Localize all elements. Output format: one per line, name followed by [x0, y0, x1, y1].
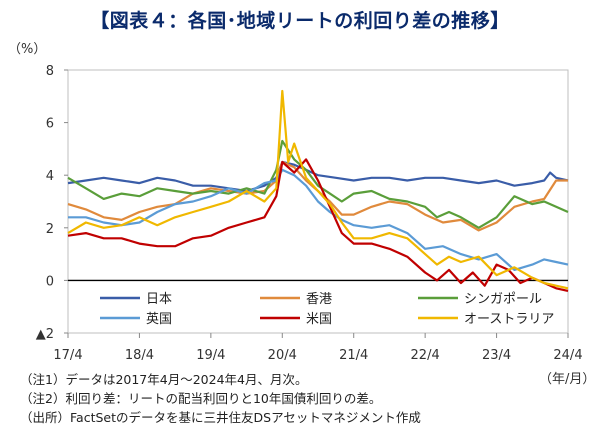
legend-label-2: 香港 — [306, 292, 332, 307]
series-line-4 — [68, 168, 569, 271]
y-tick-label: 6 — [46, 117, 54, 132]
x-tick-label: 20/4 — [268, 348, 297, 363]
y-tick-label: 8 — [46, 64, 54, 79]
legend-label-6: オーストラリア — [464, 312, 554, 327]
x-tick-label: 18/4 — [125, 348, 154, 363]
y-axis-unit: （%） — [8, 42, 47, 57]
note-1: （注1）データは2017年4月～2024年4月、月次。 — [20, 372, 308, 387]
note-2: （注2）利回り差：リートの配当利回りと10年国債利回りの差。 — [20, 391, 382, 406]
y-tick-label: 4 — [46, 169, 54, 184]
legend-label-1: 日本 — [146, 292, 172, 307]
x-tick-label: 23/4 — [482, 348, 511, 363]
legend-label-5: 米国 — [306, 312, 332, 327]
y-tick-label: 2 — [46, 222, 54, 237]
x-tick-label: 22/4 — [411, 348, 440, 363]
series-line-5 — [67, 158, 569, 292]
legend-label-3: シンガポール — [464, 292, 542, 307]
x-tick-label: 21/4 — [339, 348, 368, 363]
x-tick-label: 19/4 — [196, 348, 225, 363]
notes: （注1）データは2017年4月～2024年4月、月次。 （注2）利回り差：リート… — [20, 370, 421, 427]
y-tick-label: ▲2 — [36, 327, 54, 342]
plot-frame — [67, 69, 569, 334]
x-axis-unit: （年/月） — [539, 372, 596, 387]
note-source: （出所）FactSetのデータを基に三井住友DSアセットマネジメント作成 — [20, 410, 421, 425]
series-line-3 — [67, 139, 569, 229]
legend-label-4: 英国 — [146, 312, 172, 327]
series-line-1 — [67, 160, 569, 193]
chart-title: 【図表４：各国･地域リートの利回り差の推移】 — [90, 10, 510, 32]
y-tick-label: 0 — [46, 274, 54, 289]
series-line-6 — [67, 89, 569, 290]
x-tick-label: 24/4 — [553, 348, 582, 363]
x-tick-label: 17/4 — [53, 348, 82, 363]
